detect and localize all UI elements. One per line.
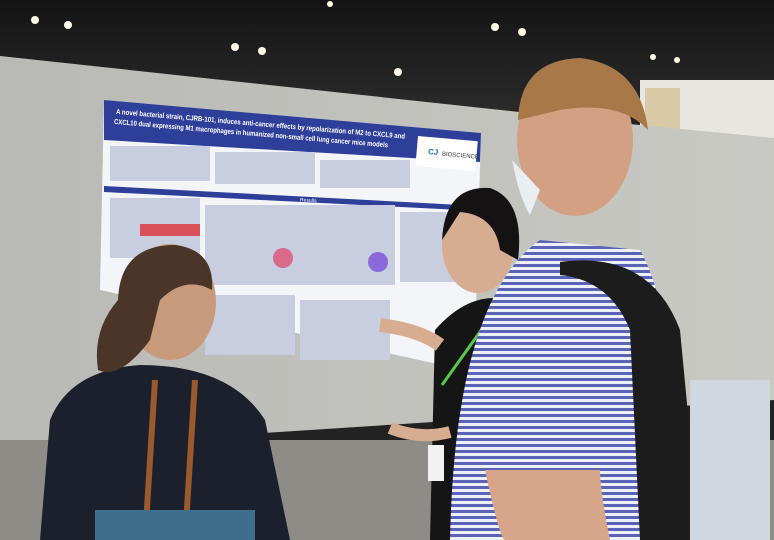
person-right bbox=[450, 58, 770, 540]
section-header: Results bbox=[300, 197, 317, 204]
poster-title-bar bbox=[104, 100, 481, 162]
person-left bbox=[40, 244, 290, 540]
sponsor-box bbox=[415, 136, 478, 172]
section-bar bbox=[104, 186, 480, 211]
sponsor: BIOSCIENCE bbox=[442, 152, 479, 161]
ceiling-lights bbox=[31, 1, 680, 76]
poster-chart bbox=[140, 224, 200, 236]
poster-plot bbox=[273, 248, 293, 268]
poster-plot bbox=[368, 252, 388, 272]
logo: CJ bbox=[428, 147, 439, 157]
